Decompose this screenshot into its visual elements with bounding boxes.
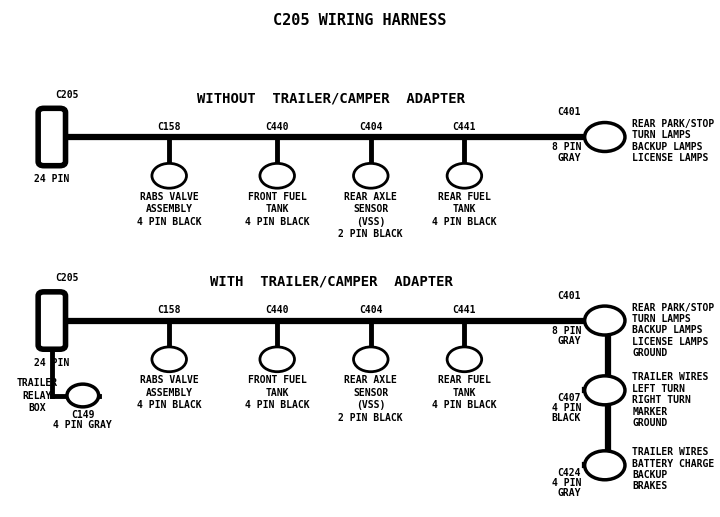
Text: 24 PIN: 24 PIN [35, 358, 69, 368]
Text: FRONT FUEL
TANK
4 PIN BLACK: FRONT FUEL TANK 4 PIN BLACK [245, 192, 310, 226]
Text: FRONT FUEL
TANK
4 PIN BLACK: FRONT FUEL TANK 4 PIN BLACK [245, 375, 310, 410]
Text: 4 PIN: 4 PIN [552, 478, 581, 488]
Circle shape [354, 347, 388, 372]
Text: REAR AXLE
SENSOR
(VSS)
2 PIN BLACK: REAR AXLE SENSOR (VSS) 2 PIN BLACK [338, 192, 403, 239]
Text: REAR PARK/STOP: REAR PARK/STOP [632, 302, 714, 313]
Text: BACKUP LAMPS: BACKUP LAMPS [632, 325, 703, 336]
Circle shape [585, 123, 625, 151]
Text: C205 WIRING HARNESS: C205 WIRING HARNESS [274, 13, 446, 28]
Text: LICENSE LAMPS: LICENSE LAMPS [632, 337, 708, 347]
Text: C205: C205 [55, 273, 79, 283]
Text: TURN LAMPS: TURN LAMPS [632, 314, 691, 324]
Text: 8 PIN: 8 PIN [552, 142, 581, 152]
Text: C441: C441 [453, 306, 476, 315]
Circle shape [152, 347, 186, 372]
Text: GROUND: GROUND [632, 348, 667, 358]
FancyBboxPatch shape [38, 109, 66, 165]
Text: REAR PARK/STOP: REAR PARK/STOP [632, 119, 714, 129]
Text: C401: C401 [557, 291, 581, 301]
Text: RABS VALVE
ASSEMBLY
4 PIN BLACK: RABS VALVE ASSEMBLY 4 PIN BLACK [137, 375, 202, 410]
Circle shape [585, 306, 625, 335]
Text: GRAY: GRAY [557, 488, 581, 497]
Text: REAR FUEL
TANK
4 PIN BLACK: REAR FUEL TANK 4 PIN BLACK [432, 192, 497, 226]
Text: TRAILER WIRES: TRAILER WIRES [632, 372, 708, 383]
Text: RIGHT TURN: RIGHT TURN [632, 395, 691, 405]
Text: 4 PIN: 4 PIN [552, 403, 581, 413]
Text: GROUND: GROUND [632, 418, 667, 428]
Text: MARKER: MARKER [632, 406, 667, 417]
Text: BACKUP LAMPS: BACKUP LAMPS [632, 142, 703, 152]
Text: C440: C440 [266, 122, 289, 132]
Text: BACKUP: BACKUP [632, 470, 667, 480]
Text: C440: C440 [266, 306, 289, 315]
Text: C158: C158 [158, 306, 181, 315]
Text: 4 PIN GRAY: 4 PIN GRAY [53, 420, 112, 430]
Text: GRAY: GRAY [557, 336, 581, 346]
Circle shape [447, 347, 482, 372]
Text: REAR FUEL
TANK
4 PIN BLACK: REAR FUEL TANK 4 PIN BLACK [432, 375, 497, 410]
Circle shape [260, 347, 294, 372]
Circle shape [354, 163, 388, 188]
Text: RABS VALVE
ASSEMBLY
4 PIN BLACK: RABS VALVE ASSEMBLY 4 PIN BLACK [137, 192, 202, 226]
FancyBboxPatch shape [38, 292, 66, 349]
Text: C407: C407 [557, 393, 581, 403]
Text: C404: C404 [359, 122, 382, 132]
Text: TURN LAMPS: TURN LAMPS [632, 130, 691, 141]
Circle shape [152, 163, 186, 188]
Text: LICENSE LAMPS: LICENSE LAMPS [632, 153, 708, 163]
Text: C424: C424 [557, 468, 581, 478]
Circle shape [585, 451, 625, 480]
Circle shape [447, 163, 482, 188]
Text: LEFT TURN: LEFT TURN [632, 384, 685, 394]
Text: 24 PIN: 24 PIN [35, 174, 69, 184]
Circle shape [67, 384, 99, 407]
Text: REAR AXLE
SENSOR
(VSS)
2 PIN BLACK: REAR AXLE SENSOR (VSS) 2 PIN BLACK [338, 375, 403, 422]
Text: WITHOUT  TRAILER/CAMPER  ADAPTER: WITHOUT TRAILER/CAMPER ADAPTER [197, 91, 465, 105]
Text: C158: C158 [158, 122, 181, 132]
Text: WITH  TRAILER/CAMPER  ADAPTER: WITH TRAILER/CAMPER ADAPTER [210, 275, 453, 289]
Text: TRAILER WIRES: TRAILER WIRES [632, 447, 708, 458]
Text: BRAKES: BRAKES [632, 481, 667, 492]
Text: BATTERY CHARGE: BATTERY CHARGE [632, 459, 714, 469]
Text: 8 PIN: 8 PIN [552, 326, 581, 336]
Text: C149: C149 [71, 410, 94, 420]
Text: C401: C401 [557, 108, 581, 117]
Text: TRAILER
RELAY
BOX: TRAILER RELAY BOX [17, 378, 58, 413]
Text: GRAY: GRAY [557, 153, 581, 162]
Text: C441: C441 [453, 122, 476, 132]
Text: BLACK: BLACK [552, 413, 581, 422]
Text: C205: C205 [55, 90, 79, 100]
Circle shape [260, 163, 294, 188]
Circle shape [585, 376, 625, 405]
Text: C404: C404 [359, 306, 382, 315]
